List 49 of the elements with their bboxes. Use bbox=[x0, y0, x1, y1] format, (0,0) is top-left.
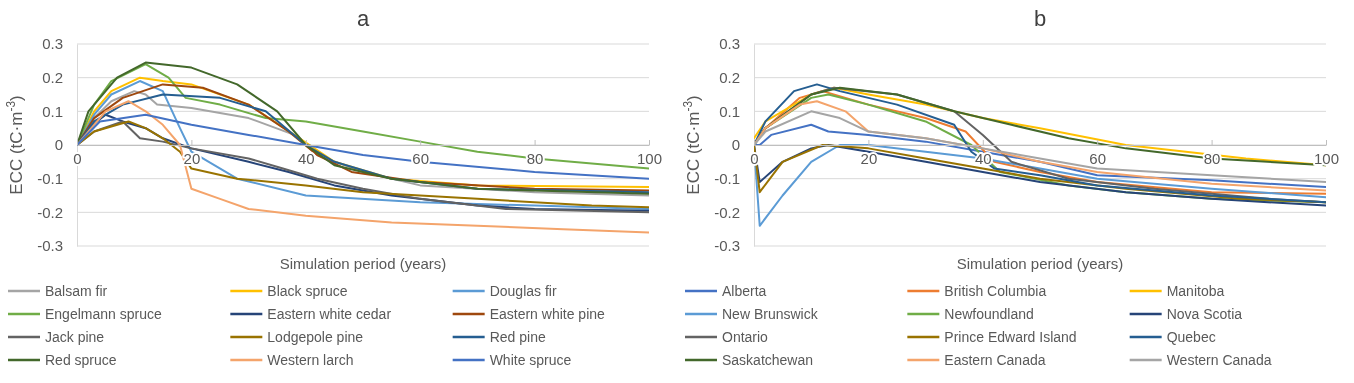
legend-label: Eastern white pine bbox=[489, 306, 606, 322]
x-tick-label: 100 bbox=[636, 149, 663, 167]
legend-label: Jack pine bbox=[45, 329, 105, 345]
x-tick-label: 0 bbox=[73, 149, 82, 167]
legend-label: Balsam fir bbox=[45, 283, 108, 299]
legend-label: White spruce bbox=[489, 352, 572, 368]
legend-label: Eastern white cedar bbox=[267, 306, 392, 322]
legend-label: Lodgepole pine bbox=[267, 329, 364, 345]
legend-label: Red pine bbox=[489, 329, 546, 345]
x-axis-title: Simulation period (years) bbox=[279, 255, 447, 272]
legend-label: Eastern Canada bbox=[944, 352, 1046, 368]
legend-label: Western larch bbox=[267, 352, 354, 368]
legend-label: Ontario bbox=[722, 329, 769, 345]
chart-title: b bbox=[1033, 6, 1047, 31]
legend-label: Manitoba bbox=[1166, 283, 1225, 299]
x-tick-label: 60 bbox=[1089, 149, 1107, 167]
legend-label: New Brunswick bbox=[722, 306, 819, 322]
y-tick-label: -0.3 bbox=[37, 237, 63, 255]
y-tick-label: 0.2 bbox=[42, 68, 63, 86]
y-tick-label: 0 bbox=[54, 136, 63, 154]
legend-label: Engelmann spruce bbox=[45, 306, 162, 322]
y-tick-label: -0.2 bbox=[37, 203, 63, 221]
y-tick-label: 0.1 bbox=[42, 102, 63, 120]
x-tick-label: 40 bbox=[297, 149, 315, 167]
y-tick-label: 0.2 bbox=[719, 68, 740, 86]
legend-label: Saskatchewan bbox=[722, 352, 814, 368]
y-tick-label: 0 bbox=[731, 136, 740, 154]
x-axis-title: Simulation period (years) bbox=[956, 255, 1124, 272]
legend-label: Douglas fir bbox=[489, 283, 557, 299]
legend-label: British Columbia bbox=[944, 283, 1047, 299]
legend-label: Newfoundland bbox=[944, 306, 1034, 322]
legend-label: Alberta bbox=[722, 283, 767, 299]
y-tick-label: 0.3 bbox=[42, 35, 63, 53]
y-tick-label: -0.2 bbox=[714, 203, 740, 221]
legend-label: Quebec bbox=[1166, 329, 1216, 345]
legend-label: Western Canada bbox=[1166, 352, 1272, 368]
legend-label: Nova Scotia bbox=[1166, 306, 1243, 322]
y-tick-label: -0.1 bbox=[714, 169, 740, 187]
legend-label: Black spruce bbox=[267, 283, 348, 299]
y-tick-label: 0.3 bbox=[719, 35, 740, 53]
x-tick-label: 20 bbox=[860, 149, 878, 167]
legend-label: Prince Edward Island bbox=[944, 329, 1077, 345]
legend-label: Red spruce bbox=[45, 352, 117, 368]
x-tick-label: 100 bbox=[1313, 149, 1340, 167]
y-tick-label: -0.3 bbox=[714, 237, 740, 255]
chart-title: a bbox=[356, 6, 370, 31]
x-tick-label: 40 bbox=[974, 149, 992, 167]
y-tick-label: -0.1 bbox=[37, 169, 63, 187]
y-tick-label: 0.1 bbox=[719, 102, 740, 120]
